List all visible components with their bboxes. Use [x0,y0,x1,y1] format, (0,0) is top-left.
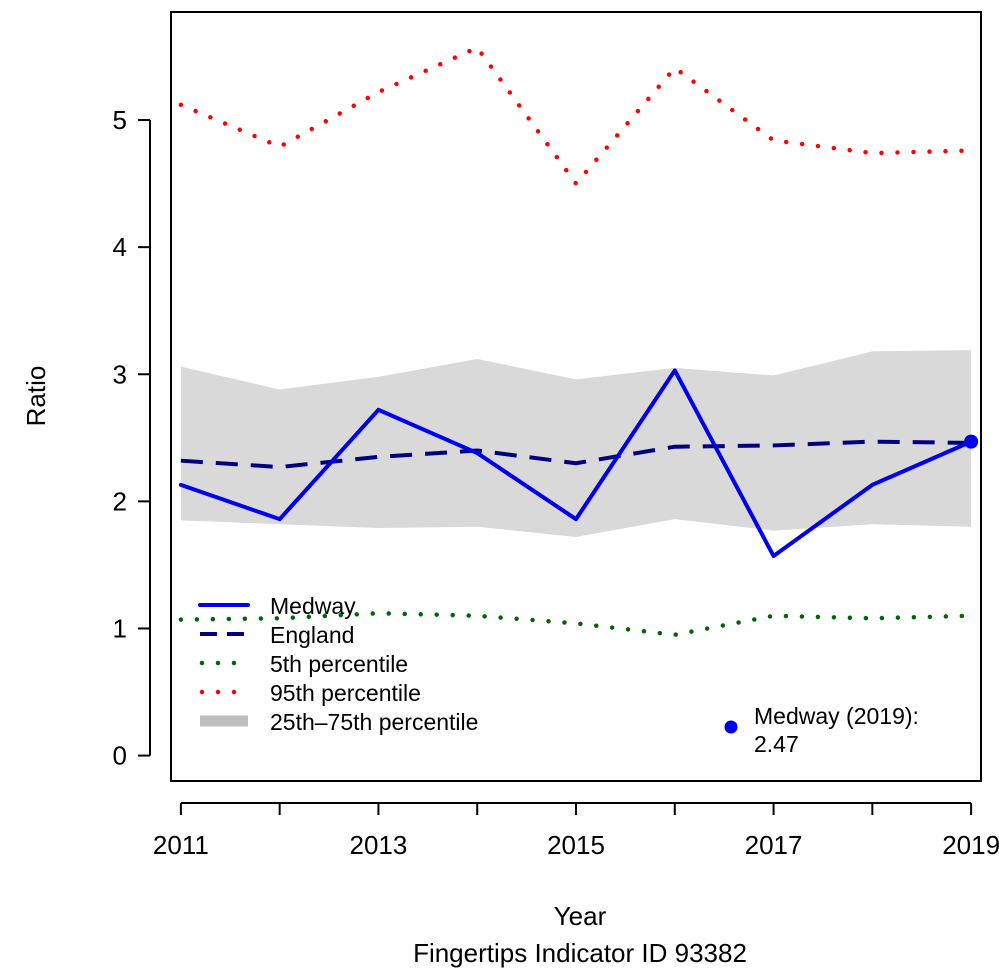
y-tick-label-5: 5 [113,105,127,135]
x-tick-label-2013: 2013 [350,830,408,860]
chart-caption: Fingertips Indicator ID 93382 [413,938,747,968]
legend-label-medway: Medway [270,593,356,619]
annotation-label-line2: 2.47 [754,731,799,757]
y-tick-label-0: 0 [113,741,127,771]
legend-label-england: England [270,622,354,648]
y-tick-label-2: 2 [113,486,127,516]
series-line-medway [178,368,974,559]
series-line-95th-percentile [178,45,974,186]
axis-layer: 2011 2013 2015 2017 2019 0 1 2 3 4 5 [113,105,999,860]
series-line-england [180,439,972,470]
medway-2019-point [964,434,979,449]
plot-frame [170,11,982,782]
percentile-band-area [180,350,972,537]
legend-label-95th-percentile: 95th percentile [270,680,421,706]
percentile-band-layer [180,350,972,537]
legend-label-5th-percentile: 5th percentile [270,651,408,677]
y-tick-label-3: 3 [113,359,127,389]
series-layer [178,45,974,638]
y-tick-label-4: 4 [113,232,127,262]
legend-label-25th-75th-percentile: 25th–75th percentile [270,709,478,735]
legend: Medway England 5th percentile 95th percenti… [198,593,478,735]
annotation-label-line1: Medway (2019): [754,703,919,729]
highlight-layer: Medway (2019):2.47 [724,434,979,757]
annotation-marker [724,720,738,734]
y-tick-label-1: 1 [113,613,127,643]
x-tick-label-2015: 2015 [547,830,605,860]
x-tick-label-2011: 2011 [153,830,209,860]
x-tick-label-2017: 2017 [745,830,803,860]
x-tick-label-2019: 2019 [942,830,999,860]
x-axis-label: Year [554,901,607,931]
y-axis-label: Ratio [21,366,51,427]
